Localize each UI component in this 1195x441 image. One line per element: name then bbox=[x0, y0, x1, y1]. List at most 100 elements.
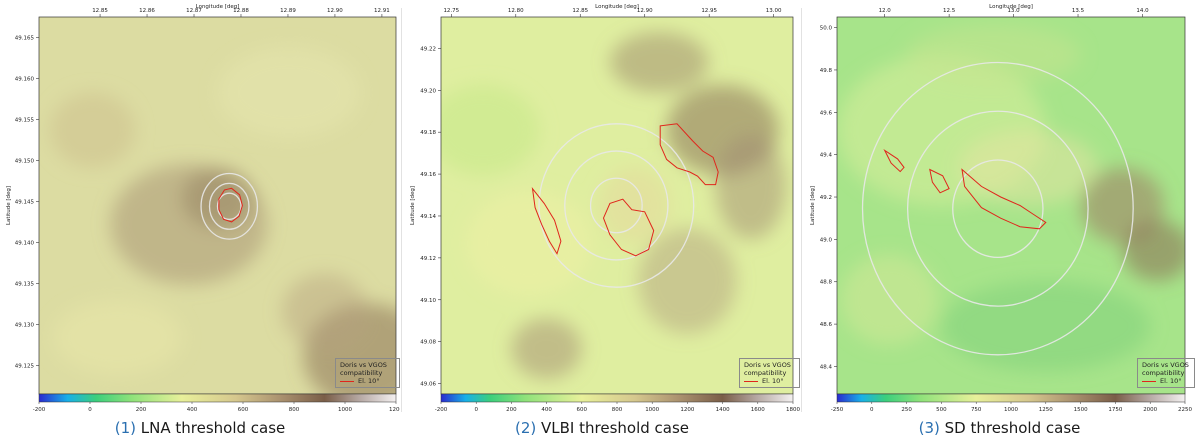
chart-vlbi-threshold: 12.75 12.80 12.85 12.90 12.95 13.00 Longitude … bbox=[410, 4, 800, 413]
colorbar-tick-label: 250 bbox=[901, 407, 912, 413]
terrain-relief bbox=[599, 167, 670, 244]
terrain-relief bbox=[465, 190, 593, 296]
panel-sd-threshold: 12.0 12.5 13.0 13.5 14.0 Longitude [deg] 48.4 4… bbox=[804, 0, 1195, 441]
colorbar-tick-label: -250 bbox=[831, 407, 844, 413]
y-tick-label: 49.18 bbox=[420, 130, 436, 136]
colorbar-tick-label: 750 bbox=[971, 407, 982, 413]
terrain-map bbox=[837, 17, 1185, 394]
range-ring bbox=[208, 182, 250, 230]
colorbar-tick-label: 1750 bbox=[1108, 407, 1122, 413]
y-tick-label: 48.6 bbox=[820, 322, 833, 328]
caption: (1) LNA threshold case bbox=[0, 419, 400, 437]
caption-text: VLBI threshold case bbox=[541, 419, 690, 437]
x-tick-label: 12.75 bbox=[443, 8, 459, 14]
chart-lna-threshold: 12.85 12.86 12.87 12.88 12.89 12.90 12.91 Longi… bbox=[6, 4, 400, 413]
legend-line-icon bbox=[340, 380, 354, 382]
y-tick-label: 49.8 bbox=[820, 68, 833, 74]
x-tick-label: 12.88 bbox=[233, 8, 249, 14]
x-axis-label: Longitude [deg] bbox=[196, 4, 240, 10]
caption-number: (2) bbox=[514, 419, 537, 437]
colorbar-tick-label: 1400 bbox=[716, 407, 730, 413]
colorbar bbox=[440, 393, 794, 403]
contour-line bbox=[218, 187, 243, 223]
terrain-relief bbox=[217, 47, 361, 138]
x-tick-label: 14.0 bbox=[1136, 8, 1149, 14]
y-tick-label: 49.10 bbox=[420, 298, 436, 304]
terrain-relief bbox=[511, 318, 582, 379]
colorbar-tick-label: 1000 bbox=[1004, 407, 1018, 413]
colorbar-tick-label: 0 bbox=[88, 407, 92, 413]
legend: Doris vs VGOS compatibility El. 10° bbox=[335, 358, 400, 388]
y-tick-label: 49.160 bbox=[15, 76, 35, 82]
x-tick-label: 13.0 bbox=[1007, 8, 1020, 14]
y-tick-label: 49.14 bbox=[420, 214, 436, 220]
range-ring bbox=[538, 123, 695, 288]
x-tick-label: 12.89 bbox=[280, 8, 296, 14]
terrain-relief bbox=[715, 133, 786, 240]
terrain-relief bbox=[1122, 220, 1185, 281]
y-tick-label: 49.155 bbox=[15, 117, 35, 123]
y-tick-label: 49.165 bbox=[15, 35, 35, 41]
terrain-relief bbox=[958, 130, 1098, 206]
x-tick-label: 12.85 bbox=[572, 8, 588, 14]
caption-number: (3) bbox=[918, 419, 940, 437]
y-tick-label: 49.2 bbox=[820, 195, 832, 201]
range-ring bbox=[861, 61, 1134, 356]
legend-entry: El. 10° bbox=[762, 377, 784, 385]
terrain-relief bbox=[441, 84, 540, 176]
panel-lna-threshold: 12.85 12.86 12.87 12.88 12.89 12.90 12.91 Longi… bbox=[0, 0, 400, 441]
x-tick-label: 13.5 bbox=[1072, 8, 1085, 14]
x-tick-label: 12.0 bbox=[879, 8, 892, 14]
x-tick-label: 12.90 bbox=[327, 8, 343, 14]
legend-title: Doris vs VGOS compatibility bbox=[744, 361, 791, 377]
colorbar-tick-label: -200 bbox=[435, 407, 448, 413]
panel-vlbi-threshold: 12.75 12.80 12.85 12.90 12.95 13.00 Longitude … bbox=[404, 0, 800, 441]
colorbar-tick-label: 200 bbox=[506, 407, 517, 413]
caption: (3) SD threshold case bbox=[804, 419, 1195, 437]
y-axis-label: Latitude [deg] bbox=[410, 186, 416, 225]
legend-line-icon bbox=[744, 380, 758, 382]
range-ring bbox=[200, 172, 259, 240]
colorbar-tick-label: 2000 bbox=[1143, 407, 1157, 413]
contour-line bbox=[883, 148, 905, 173]
y-tick-label: 50.0 bbox=[820, 26, 833, 32]
colorbar-tick-label: 500 bbox=[936, 407, 947, 413]
y-tick-label: 49.135 bbox=[15, 281, 35, 287]
colorbar-tick-label: 400 bbox=[541, 407, 552, 413]
colorbar-tick-label: 800 bbox=[612, 407, 623, 413]
terrain-relief bbox=[53, 299, 182, 376]
terrain-relief bbox=[181, 167, 254, 229]
x-tick-label: 12.86 bbox=[139, 8, 155, 14]
colorbar-tick-label: 200 bbox=[136, 407, 147, 413]
terrain-relief bbox=[609, 32, 709, 93]
y-tick-label: 49.130 bbox=[15, 322, 35, 328]
y-tick-label: 49.145 bbox=[15, 199, 35, 205]
colorbar-tick-label: 1500 bbox=[1074, 407, 1088, 413]
colorbar-tick-label: 1250 bbox=[1039, 407, 1053, 413]
y-tick-label: 49.140 bbox=[15, 240, 35, 246]
terrain-relief bbox=[906, 24, 1081, 85]
x-tick-label: 12.95 bbox=[701, 8, 717, 14]
colorbar-tick-label: 2250 bbox=[1178, 407, 1192, 413]
range-ring bbox=[906, 110, 1089, 307]
terrain-map bbox=[39, 17, 396, 394]
range-ring bbox=[564, 150, 669, 261]
legend: Doris vs VGOS compatibility El. 10° bbox=[739, 358, 800, 388]
y-tick-label: 49.06 bbox=[420, 382, 436, 388]
x-axis-label: Longitude [deg] bbox=[595, 4, 639, 10]
caption-text: SD threshold case bbox=[944, 419, 1081, 437]
x-tick-label: 13.00 bbox=[766, 8, 782, 14]
y-tick-label: 49.4 bbox=[820, 153, 833, 159]
colorbar-tick-label: 1800 bbox=[786, 407, 800, 413]
terrain-map bbox=[441, 17, 793, 394]
x-tick-label: 12.80 bbox=[508, 8, 524, 14]
y-axis-label: Latitude [deg] bbox=[6, 186, 12, 225]
colorbar bbox=[38, 393, 397, 403]
terrain-relief bbox=[941, 280, 1151, 372]
caption-number: (1) bbox=[114, 419, 136, 437]
colorbar-tick-label: 0 bbox=[870, 407, 874, 413]
contour-line bbox=[602, 198, 655, 257]
y-tick-label: 49.08 bbox=[420, 340, 436, 346]
x-tick-label: 12.91 bbox=[374, 8, 390, 14]
contour-line bbox=[659, 123, 719, 186]
